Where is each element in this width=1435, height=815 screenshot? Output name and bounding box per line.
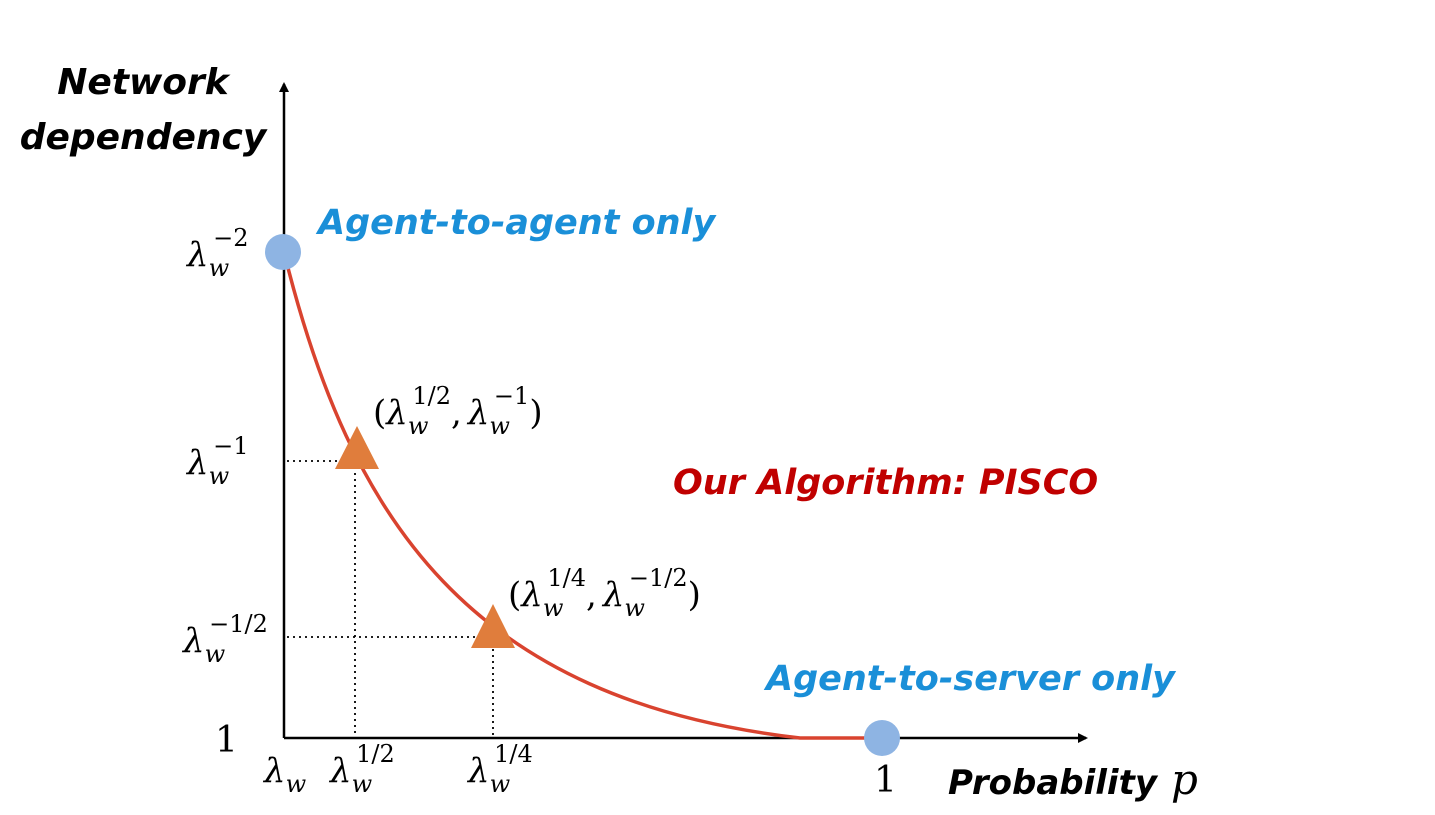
y-axis-title-line1: Network	[57, 62, 230, 103]
algorithm-label: Our Algorithm: PISCO	[673, 463, 1098, 503]
triangle-icon	[335, 426, 379, 469]
x-tick-lambda-half: λw1/2	[328, 740, 395, 798]
upper-point-label: (λw1/2, λw−1)	[373, 382, 543, 440]
x-axis-title: Probability p	[948, 755, 1198, 804]
x-tick-one: 1	[874, 760, 897, 801]
y-tick-lambda-neg1: λw−1	[185, 432, 249, 490]
y-tick-lambda-neg-half: λw−1/2	[181, 610, 268, 668]
y-tick-lambda-neg2: λw−2	[185, 224, 249, 282]
y-tick-one: 1	[215, 720, 238, 761]
x-tick-lambda: λw	[262, 751, 307, 798]
circle-icon	[864, 720, 900, 756]
circle-icon	[265, 234, 301, 270]
agent-to-agent-label: Agent-to-agent only	[315, 203, 718, 243]
pisco-curve	[282, 251, 882, 740]
lower-point-label: (λw1/4, λw−1/2)	[508, 564, 701, 622]
x-tick-lambda-quarter: λw1/4	[466, 740, 533, 798]
agent-to-server-label: Agent-to-server only	[763, 659, 1177, 699]
triangle-icon	[471, 604, 515, 648]
y-axis-title-line2: dependency	[20, 117, 268, 158]
